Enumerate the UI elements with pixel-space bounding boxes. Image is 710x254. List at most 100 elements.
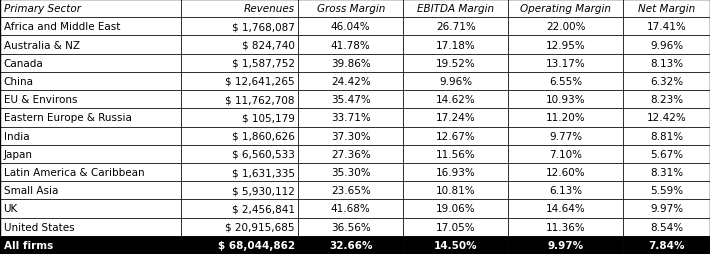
- Bar: [0, 218, 181, 236]
- Text: Net Margin: Net Margin: [638, 4, 695, 14]
- Bar: [181, 145, 298, 163]
- Bar: [181, 127, 298, 145]
- Text: $ 1,631,335: $ 1,631,335: [231, 167, 295, 177]
- Bar: [181, 18, 298, 36]
- Bar: [181, 91, 298, 109]
- Text: Australia & NZ: Australia & NZ: [4, 40, 80, 50]
- Text: China: China: [4, 77, 33, 87]
- Text: 35.30%: 35.30%: [331, 167, 371, 177]
- Text: 9.96%: 9.96%: [439, 77, 472, 87]
- Bar: [403, 200, 508, 218]
- Text: 8.13%: 8.13%: [650, 58, 683, 69]
- Text: 6.55%: 6.55%: [550, 77, 582, 87]
- Text: 7.10%: 7.10%: [550, 149, 582, 159]
- Bar: [403, 109, 508, 127]
- Bar: [0, 0, 181, 18]
- Text: $ 6,560,533: $ 6,560,533: [231, 149, 295, 159]
- Bar: [181, 236, 298, 254]
- Text: 6.32%: 6.32%: [650, 77, 683, 87]
- Text: 11.56%: 11.56%: [436, 149, 476, 159]
- Text: 12.95%: 12.95%: [546, 40, 586, 50]
- Text: $ 12,641,265: $ 12,641,265: [225, 77, 295, 87]
- Bar: [508, 18, 623, 36]
- Text: 41.68%: 41.68%: [331, 204, 371, 214]
- Bar: [623, 73, 710, 91]
- Text: 9.97%: 9.97%: [650, 204, 683, 214]
- Text: 12.67%: 12.67%: [436, 131, 476, 141]
- Text: 27.36%: 27.36%: [331, 149, 371, 159]
- Text: 17.05%: 17.05%: [436, 222, 476, 232]
- Bar: [623, 236, 710, 254]
- Text: Small Asia: Small Asia: [4, 185, 58, 196]
- Bar: [403, 73, 508, 91]
- Bar: [508, 236, 623, 254]
- Bar: [181, 181, 298, 200]
- Bar: [623, 200, 710, 218]
- Text: $ 1,860,626: $ 1,860,626: [231, 131, 295, 141]
- Bar: [403, 54, 508, 73]
- Text: 8.31%: 8.31%: [650, 167, 683, 177]
- Bar: [298, 54, 403, 73]
- Text: 17.24%: 17.24%: [436, 113, 476, 123]
- Text: All firms: All firms: [4, 240, 53, 250]
- Bar: [508, 181, 623, 200]
- Bar: [298, 36, 403, 54]
- Bar: [298, 73, 403, 91]
- Bar: [403, 163, 508, 181]
- Text: Revenues: Revenues: [244, 4, 295, 14]
- Bar: [298, 109, 403, 127]
- Text: 19.06%: 19.06%: [436, 204, 476, 214]
- Bar: [623, 163, 710, 181]
- Text: 9.96%: 9.96%: [650, 40, 683, 50]
- Text: Eastern Europe & Russia: Eastern Europe & Russia: [4, 113, 131, 123]
- Bar: [0, 181, 181, 200]
- Bar: [0, 145, 181, 163]
- Bar: [298, 200, 403, 218]
- Bar: [298, 127, 403, 145]
- Bar: [181, 163, 298, 181]
- Bar: [0, 18, 181, 36]
- Bar: [0, 109, 181, 127]
- Bar: [298, 163, 403, 181]
- Text: Africa and Middle East: Africa and Middle East: [4, 22, 120, 32]
- Bar: [508, 0, 623, 18]
- Bar: [623, 109, 710, 127]
- Text: 32.66%: 32.66%: [329, 240, 373, 250]
- Text: Gross Margin: Gross Margin: [317, 4, 385, 14]
- Text: Operating Margin: Operating Margin: [520, 4, 611, 14]
- Text: 17.18%: 17.18%: [436, 40, 476, 50]
- Text: 8.81%: 8.81%: [650, 131, 683, 141]
- Text: Canada: Canada: [4, 58, 43, 69]
- Bar: [403, 236, 508, 254]
- Bar: [403, 18, 508, 36]
- Bar: [623, 218, 710, 236]
- Bar: [508, 145, 623, 163]
- Bar: [623, 145, 710, 163]
- Text: 24.42%: 24.42%: [331, 77, 371, 87]
- Bar: [181, 54, 298, 73]
- Bar: [0, 91, 181, 109]
- Text: $ 20,915,685: $ 20,915,685: [225, 222, 295, 232]
- Bar: [403, 218, 508, 236]
- Text: UK: UK: [4, 204, 18, 214]
- Text: 8.23%: 8.23%: [650, 95, 683, 105]
- Text: $ 1,587,752: $ 1,587,752: [231, 58, 295, 69]
- Text: 14.64%: 14.64%: [546, 204, 586, 214]
- Bar: [623, 127, 710, 145]
- Text: 9.97%: 9.97%: [548, 240, 584, 250]
- Bar: [298, 0, 403, 18]
- Bar: [508, 218, 623, 236]
- Bar: [623, 36, 710, 54]
- Bar: [508, 54, 623, 73]
- Bar: [403, 91, 508, 109]
- Text: 39.86%: 39.86%: [331, 58, 371, 69]
- Bar: [0, 127, 181, 145]
- Text: 10.93%: 10.93%: [546, 95, 586, 105]
- Bar: [623, 91, 710, 109]
- Bar: [403, 0, 508, 18]
- Bar: [0, 200, 181, 218]
- Text: Latin America & Caribbean: Latin America & Caribbean: [4, 167, 144, 177]
- Text: Japan: Japan: [4, 149, 33, 159]
- Text: 16.93%: 16.93%: [436, 167, 476, 177]
- Text: 9.77%: 9.77%: [550, 131, 582, 141]
